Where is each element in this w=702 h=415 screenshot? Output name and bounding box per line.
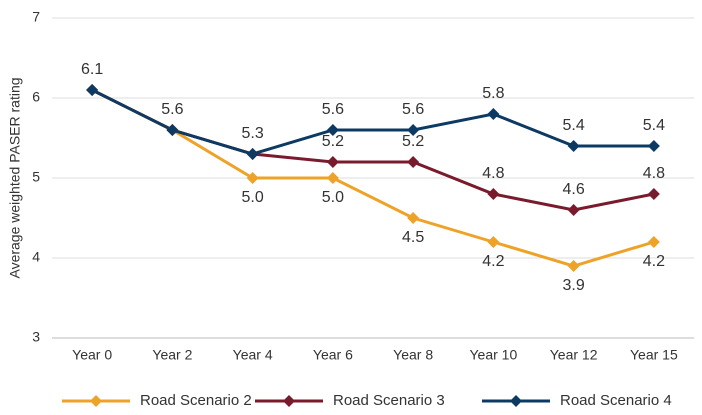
series-line bbox=[91, 88, 655, 268]
data-label: 5.2 bbox=[322, 133, 344, 150]
point-marker bbox=[407, 124, 420, 136]
point-marker bbox=[326, 172, 339, 184]
y-tick-label: 3 bbox=[32, 329, 40, 345]
data-label: 5.2 bbox=[402, 133, 424, 150]
data-label: 5.0 bbox=[242, 189, 264, 206]
data-label: 4.5 bbox=[402, 229, 424, 246]
data-label: 5.4 bbox=[563, 117, 585, 134]
data-label: 4.2 bbox=[643, 253, 665, 270]
data-label: 5.6 bbox=[161, 101, 183, 118]
point-marker bbox=[166, 124, 179, 136]
data-label: 6.1 bbox=[81, 61, 103, 78]
point-marker bbox=[246, 148, 259, 160]
point-marker bbox=[487, 188, 500, 200]
data-label: 5.6 bbox=[322, 101, 344, 118]
point-marker bbox=[407, 156, 420, 168]
y-tick-label: 5 bbox=[32, 169, 40, 185]
x-tick-label: Year 8 bbox=[393, 347, 433, 363]
data-label: 5.0 bbox=[322, 189, 344, 206]
legend-marker bbox=[283, 395, 295, 407]
point-marker bbox=[487, 236, 500, 248]
point-marker bbox=[326, 124, 339, 136]
x-tick-label: Year 12 bbox=[550, 347, 598, 363]
data-label: 5.6 bbox=[402, 101, 424, 118]
point-marker bbox=[567, 204, 580, 216]
point-marker bbox=[647, 140, 660, 152]
data-label: 3.9 bbox=[563, 277, 585, 294]
data-label: 4.8 bbox=[643, 165, 665, 182]
x-tick-label: Year 2 bbox=[152, 347, 192, 363]
x-tick-label: Year 4 bbox=[233, 347, 273, 363]
point-marker bbox=[326, 156, 339, 168]
point-marker bbox=[567, 260, 580, 272]
x-tick-label: Year 6 bbox=[313, 347, 353, 363]
legend-label: Road Scenario 2 bbox=[140, 392, 252, 409]
data-label: 5.4 bbox=[643, 117, 665, 134]
y-axis-label: Average weighted PASER rating bbox=[7, 77, 23, 278]
point-marker bbox=[407, 212, 420, 224]
legend-label: Road Scenario 3 bbox=[333, 392, 445, 409]
y-tick-label: 6 bbox=[32, 89, 40, 105]
x-tick-label: Year 10 bbox=[470, 347, 518, 363]
y-tick-label: 7 bbox=[32, 9, 40, 25]
legend-label: Road Scenario 4 bbox=[560, 392, 672, 409]
x-tick-label: Year 0 bbox=[72, 347, 112, 363]
data-label: 4.2 bbox=[482, 253, 504, 270]
data-label: 4.8 bbox=[482, 165, 504, 182]
point-marker bbox=[647, 236, 660, 248]
series-line bbox=[91, 88, 654, 156]
data-label: 5.8 bbox=[482, 85, 504, 102]
point-marker bbox=[487, 108, 500, 120]
point-marker bbox=[567, 140, 580, 152]
point-marker bbox=[647, 188, 660, 200]
data-label: 4.6 bbox=[563, 181, 585, 198]
x-tick-label: Year 15 bbox=[630, 347, 678, 363]
point-marker bbox=[246, 172, 259, 184]
point-marker bbox=[86, 84, 99, 96]
legend-marker bbox=[90, 395, 102, 407]
legend-marker bbox=[510, 395, 522, 407]
y-tick-label: 4 bbox=[32, 249, 40, 265]
data-label: 5.3 bbox=[242, 125, 264, 142]
